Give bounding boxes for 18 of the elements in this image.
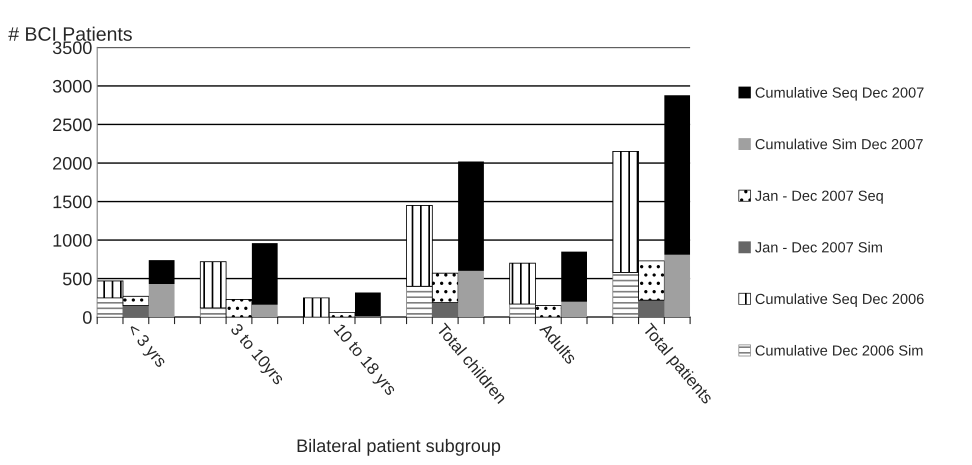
legend-label: Cumulative Seq Dec 2006 — [756, 293, 924, 307]
y-tick-label: 1500 — [54, 195, 92, 208]
x-axis-title: Bilateral patient subgroup — [298, 438, 500, 456]
legend-label: Jan - Dec 2007 Sim — [755, 242, 882, 252]
y-tick-label: 2500 — [53, 118, 92, 132]
legend-label: Jan - Dec 2007 Seq — [755, 190, 883, 204]
y-tick-label: 0 — [83, 311, 92, 324]
y-tick-label: 500 — [62, 272, 92, 286]
legend-label: Cumulative Dec 2006 Sim — [756, 344, 922, 356]
x-tick-label: 10 to 18 yrs — [331, 323, 398, 398]
legend-label: Cumulative Seq Dec 2007 — [756, 87, 924, 101]
y-tick-label: 1000 — [54, 234, 92, 247]
x-tick-label: < 3 yrs — [124, 322, 168, 370]
y-tick-label: 2000 — [53, 156, 92, 170]
y-tick-label: 3000 — [52, 80, 92, 93]
legend-label: Cumulative Sim Dec 2007 — [756, 138, 923, 150]
y-tick-label: 3500 — [52, 41, 92, 54]
y-axis-title: # BCI Patients — [8, 26, 132, 41]
